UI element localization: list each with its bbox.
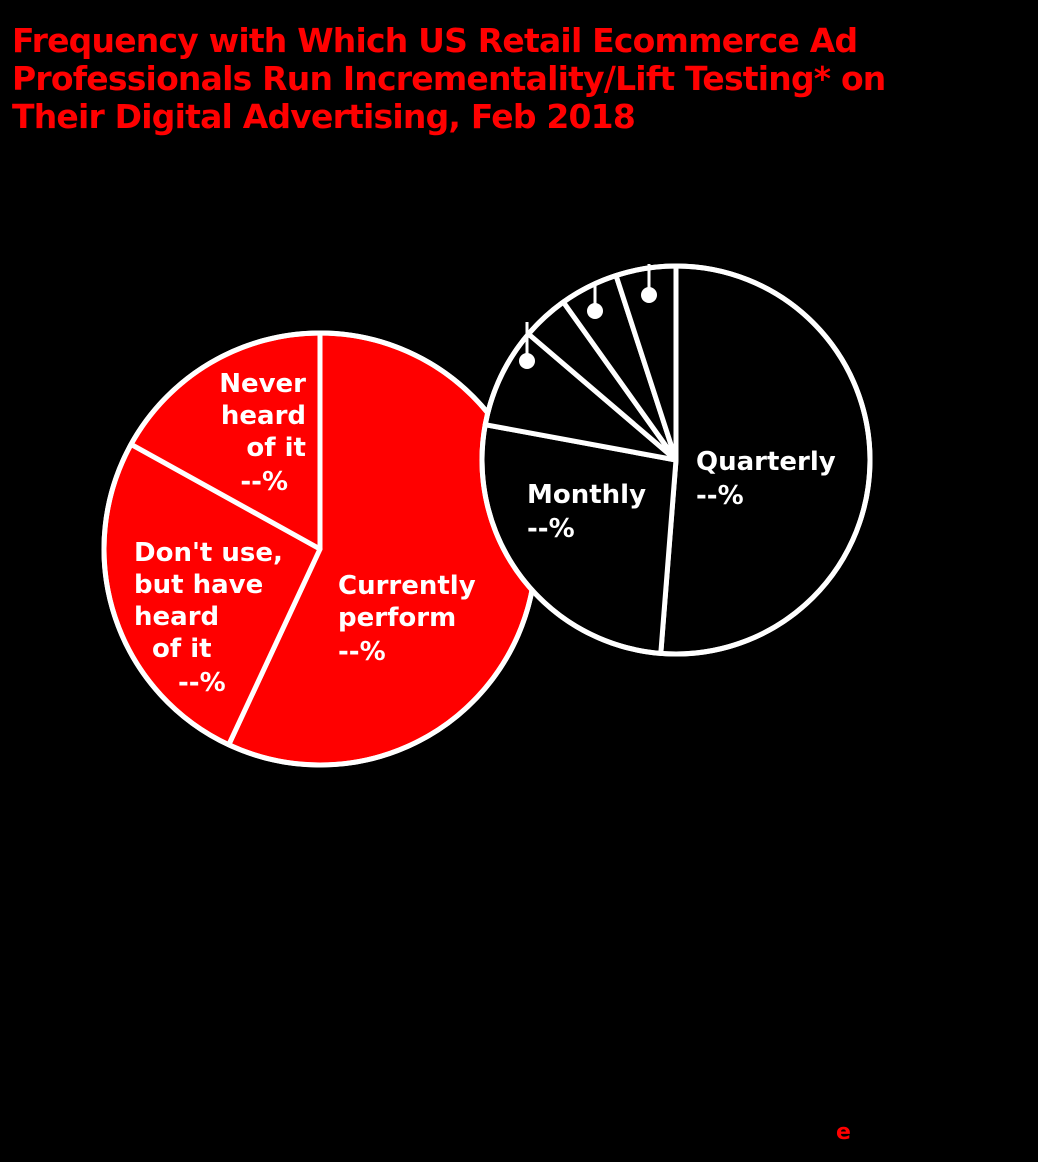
slice-label: heard [134,602,219,632]
slice-label: but have [134,570,263,600]
slice-label: of it [246,433,306,463]
title-line-1: Frequency with Which US Retail Ecommerce… [12,21,858,60]
secondary-pie-frequency: Quarterly --% Monthly --% [479,263,873,657]
title-line-3: Their Digital Advertising, Feb 2018 [12,97,636,136]
callout-dot-icon [641,287,657,303]
pie-rim [479,263,873,657]
slice-value: --% [527,514,575,544]
slice-label: Never [219,369,306,399]
callout-dot-icon [519,353,535,369]
title-line-2: Professionals Run Incrementality/Lift Te… [12,59,886,98]
slice-label: Monthly [527,480,646,510]
slice-value: --% [338,637,386,667]
slice-label: Don't use, [134,538,283,568]
slice-label: heard [221,401,306,431]
slice-label: Currently [338,571,476,601]
brand-logo-e-icon: e [836,1120,851,1145]
slice-value: --% [178,668,226,698]
callout-dot-icon [587,303,603,319]
chart-title: Frequency with Which US Retail Ecommerce… [12,22,1022,136]
slice-label: Quarterly [696,447,836,477]
slice-label: of it [152,634,212,664]
slice-label: perform [338,603,456,633]
slice-value: --% [240,467,288,497]
slice-value: --% [696,481,744,511]
